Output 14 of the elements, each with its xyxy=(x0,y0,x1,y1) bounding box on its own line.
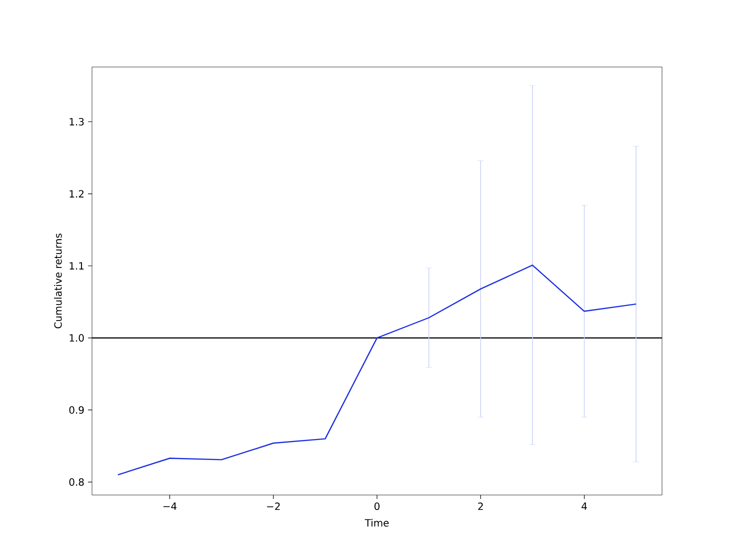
y-tick-label: 1.2 xyxy=(70,190,84,198)
x-tick-label: 2 xyxy=(478,502,483,510)
y-axis-title: Cumulative returns xyxy=(54,234,62,328)
x-tick-label: −4 xyxy=(163,502,177,510)
y-tick-label: 1.1 xyxy=(70,262,84,270)
x-tick-label: 4 xyxy=(582,502,587,510)
x-axis-title: Time xyxy=(364,518,389,527)
y-tick-label: 0.8 xyxy=(69,478,84,486)
x-tick-label: −2 xyxy=(267,502,280,510)
line-series xyxy=(117,264,637,476)
y-tick-label: 1.0 xyxy=(70,334,84,342)
y-tick-label: 0.9 xyxy=(69,406,84,414)
y-tick-label: 1.3 xyxy=(70,118,84,126)
x-tick-label: 0 xyxy=(374,502,380,510)
